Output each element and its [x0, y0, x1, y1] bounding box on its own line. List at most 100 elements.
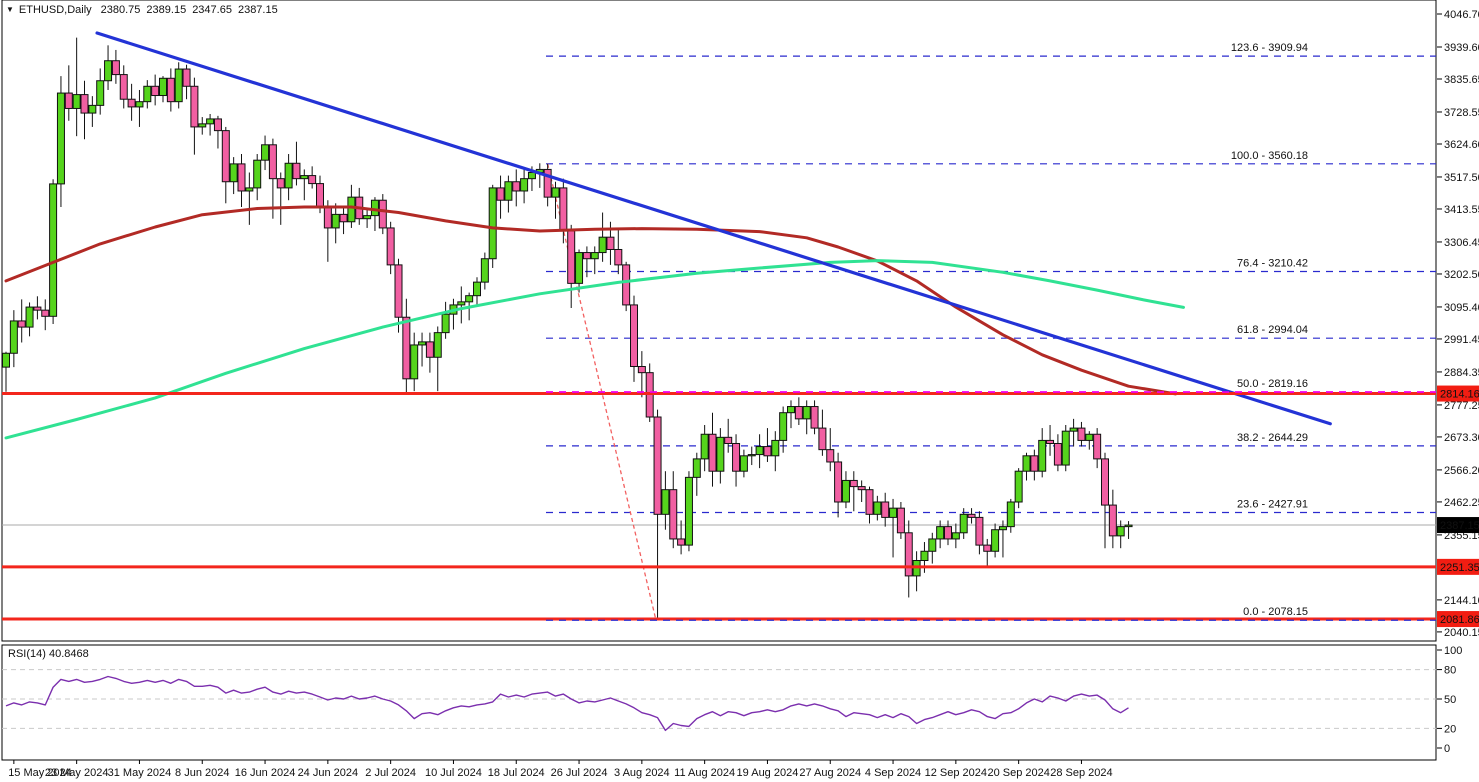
symbol-name: ETHUSD,Daily: [18, 4, 92, 16]
y-axis-label: 3939.60: [1444, 42, 1479, 54]
candle-body: [159, 77, 167, 97]
x-axis-label: 3 Aug 2024: [614, 767, 670, 779]
rsi-value: 40.8468: [48, 648, 89, 660]
candle-body: [1030, 455, 1039, 472]
candle-body: [253, 159, 262, 189]
candle-body: [920, 550, 929, 562]
candle-body: [268, 144, 277, 180]
candle-body: [857, 486, 866, 491]
candle-body: [25, 306, 34, 328]
candle-body: [873, 501, 882, 515]
candle-body: [944, 526, 952, 540]
candle-body: [849, 479, 858, 488]
candle-body: [755, 446, 764, 456]
ohlc-close: 2387.15: [237, 4, 278, 16]
ma-darkred-slow: [4, 205, 1178, 396]
candle-body: [779, 412, 788, 441]
price-badge-red-label: 2081.86: [1440, 614, 1479, 626]
candle-body: [394, 264, 403, 318]
fib-level-label: 0.0 - 2078.15: [1243, 606, 1308, 618]
y-axis-label: 2777.25: [1444, 400, 1479, 412]
candle-body: [72, 94, 81, 109]
candle-body: [316, 183, 324, 207]
candle-body: [771, 439, 780, 457]
candle-body: [151, 85, 160, 97]
fib-level-label: 61.8 - 2994.04: [1237, 324, 1308, 336]
y-axis-label: 2991.45: [1444, 334, 1479, 346]
candle-body: [834, 461, 843, 503]
x-axis-label: 20 Sep 2024: [987, 767, 1049, 779]
y-axis-label: 3095.40: [1444, 302, 1479, 314]
candle-body: [198, 123, 207, 128]
candle-body: [551, 187, 560, 198]
candle-body: [724, 436, 733, 444]
candle-body: [904, 532, 913, 577]
candle-body: [496, 187, 505, 201]
candle-body: [402, 316, 411, 380]
candle-body: [630, 304, 638, 368]
candle-body: [276, 178, 285, 189]
candle-body: [936, 526, 945, 540]
candle-body: [221, 130, 230, 183]
y-axis-label: 2566.20: [1444, 465, 1479, 477]
candle-body: [889, 507, 898, 518]
candle-body: [182, 68, 191, 87]
rsi-axis-label: 20: [1444, 723, 1456, 735]
candle-body: [2, 352, 10, 368]
candle-body: [590, 252, 599, 260]
descending-trendline: [95, 31, 1332, 426]
price-badge-red: [1437, 385, 1479, 402]
candle-body: [1124, 524, 1133, 528]
price-plot-border: [1, 0, 1437, 642]
candle-body: [865, 489, 874, 515]
candle-body: [575, 252, 584, 284]
x-axis-label: 31 May 2024: [108, 767, 172, 779]
candle-body: [959, 513, 968, 534]
symbol-info: ▼ ETHUSD,Daily 2380.75 2389.15 2347.65 2387.1…: [6, 4, 284, 16]
candle-body: [41, 309, 50, 317]
candle-body: [653, 416, 662, 515]
rsi-plot-border: [1, 644, 1437, 761]
y-axis-label: 2462.25: [1444, 497, 1479, 509]
x-axis-label: 11 Aug 2024: [674, 767, 735, 779]
candle-body: [1077, 427, 1086, 441]
candle-body: [818, 427, 827, 451]
candle-body: [896, 507, 905, 534]
y-axis-label: 3728.55: [1444, 107, 1479, 119]
x-axis-label: 28 Sep 2024: [1050, 767, 1112, 779]
candle-body: [174, 68, 183, 103]
candle-body: [951, 532, 960, 540]
candle-body: [465, 295, 474, 303]
candle-body: [229, 163, 238, 183]
candle-body: [190, 85, 199, 128]
candle-body: [512, 181, 521, 192]
current-price-badge-label: 2387.15: [1440, 520, 1479, 532]
candle-body: [300, 175, 309, 180]
y-axis-label: 2673.30: [1444, 432, 1479, 444]
candle-body: [308, 175, 317, 185]
candle-body: [991, 529, 1000, 552]
candle-body: [425, 341, 434, 358]
candle-body: [33, 306, 42, 311]
candle-body: [9, 320, 18, 354]
candle-body: [975, 516, 984, 546]
candle-body: [622, 264, 631, 306]
candle-body: [418, 341, 427, 346]
candle-body: [794, 406, 803, 420]
x-axis-label: 26 Jul 2024: [551, 767, 608, 779]
candle-body: [410, 344, 419, 380]
candle-body: [559, 187, 568, 232]
collapse-arrow-icon[interactable]: ▼: [6, 5, 14, 14]
ma-green-fast: [4, 259, 1185, 440]
rsi-label: RSI(14): [8, 648, 46, 660]
candle-body: [56, 92, 65, 185]
y-axis-label: 2040.15: [1444, 627, 1479, 639]
candle-body: [17, 320, 26, 328]
candle-body: [998, 526, 1007, 531]
candle-body: [787, 406, 795, 414]
x-axis-label: 2 Jul 2024: [365, 767, 416, 779]
candle-body: [967, 513, 976, 518]
candle-body: [237, 163, 246, 192]
